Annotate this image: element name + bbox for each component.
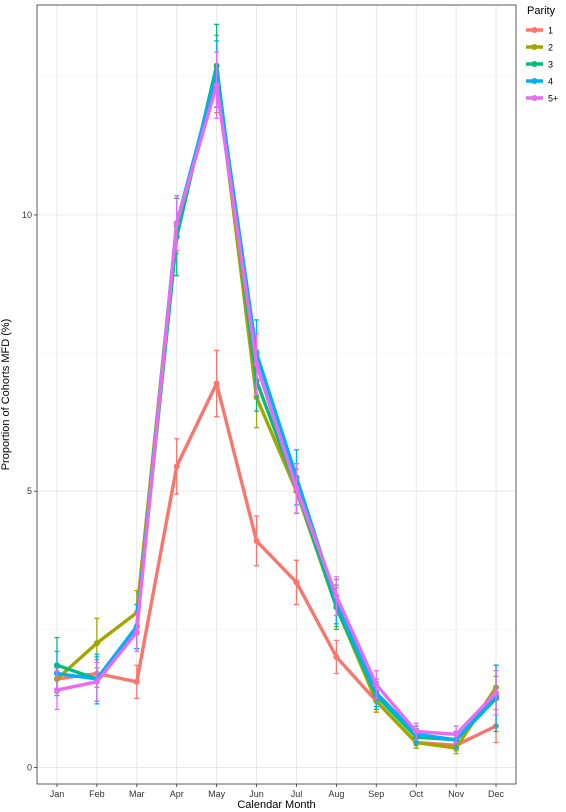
series-line bbox=[55, 72, 498, 750]
legend-item-4: 4 bbox=[526, 77, 553, 87]
legend-item-5+: 5+ bbox=[526, 94, 558, 104]
data-point bbox=[253, 537, 260, 544]
data-point bbox=[493, 689, 500, 696]
y-axis-title: Proportion of Cohorts MFD (%) bbox=[0, 319, 12, 471]
data-point bbox=[213, 380, 220, 387]
legend-label: 2 bbox=[548, 43, 553, 53]
legend-label: 4 bbox=[548, 77, 553, 87]
legend-item-2: 2 bbox=[526, 43, 553, 53]
x-tick-label: Jan bbox=[50, 789, 65, 799]
data-point bbox=[293, 485, 300, 492]
series-line bbox=[55, 72, 498, 742]
x-tick-label: Jun bbox=[249, 789, 264, 799]
y-tick-label: 5 bbox=[27, 486, 32, 496]
y-tick-label: 10 bbox=[22, 210, 32, 220]
data-point bbox=[253, 361, 260, 368]
x-tick-label: Dec bbox=[488, 789, 505, 799]
x-tick-label: Mar bbox=[129, 789, 145, 799]
data-point bbox=[293, 579, 300, 586]
series-layer bbox=[53, 23, 500, 755]
y-tick-labels: 0 5 10 bbox=[22, 210, 32, 772]
legend-swatch-point bbox=[531, 78, 538, 84]
legend-item-1: 1 bbox=[526, 26, 553, 36]
y-tick-label: 0 bbox=[27, 762, 32, 772]
x-tick-label: Nov bbox=[448, 789, 465, 799]
x-tick-label: Feb bbox=[89, 789, 105, 799]
legend-label: 3 bbox=[548, 60, 553, 70]
data-point bbox=[173, 220, 180, 227]
data-point bbox=[333, 653, 340, 660]
data-point bbox=[133, 678, 140, 685]
x-axis-title: Calendar Month bbox=[237, 799, 315, 811]
data-point bbox=[93, 678, 100, 685]
legend-swatch-point bbox=[531, 61, 538, 67]
plot-border bbox=[36, 4, 517, 785]
legend-title: Parity bbox=[527, 5, 556, 17]
x-tick-label: Apr bbox=[170, 789, 184, 799]
x-tick-label: Jul bbox=[291, 789, 303, 799]
legend-swatch-point bbox=[531, 44, 538, 50]
series-5+ bbox=[53, 51, 500, 744]
series-line bbox=[55, 83, 498, 736]
data-point bbox=[213, 82, 220, 89]
data-point bbox=[413, 728, 420, 735]
data-point bbox=[333, 593, 340, 600]
data-point bbox=[133, 629, 140, 636]
data-point bbox=[373, 681, 380, 688]
x-tick-label: Aug bbox=[328, 789, 344, 799]
legend-label: 5+ bbox=[548, 94, 558, 104]
legend-swatch-point bbox=[531, 95, 538, 101]
data-point bbox=[453, 731, 460, 738]
legend: Parity 1 2 3 4 5+ bbox=[526, 5, 558, 104]
axis-ticks bbox=[34, 214, 497, 787]
x-tick-label: Oct bbox=[409, 789, 424, 799]
legend-item-3: 3 bbox=[526, 60, 553, 70]
x-tick-label: Sep bbox=[368, 789, 384, 799]
legend-swatch-point bbox=[531, 27, 538, 33]
data-point bbox=[93, 640, 100, 647]
data-point bbox=[53, 687, 60, 694]
x-tick-label: May bbox=[208, 789, 226, 799]
x-tick-labels: Jan Feb Mar Apr May Jun Jul Aug Sep Oct Nov Dec bbox=[50, 789, 505, 799]
legend-label: 1 bbox=[548, 26, 553, 36]
data-point bbox=[173, 463, 180, 470]
